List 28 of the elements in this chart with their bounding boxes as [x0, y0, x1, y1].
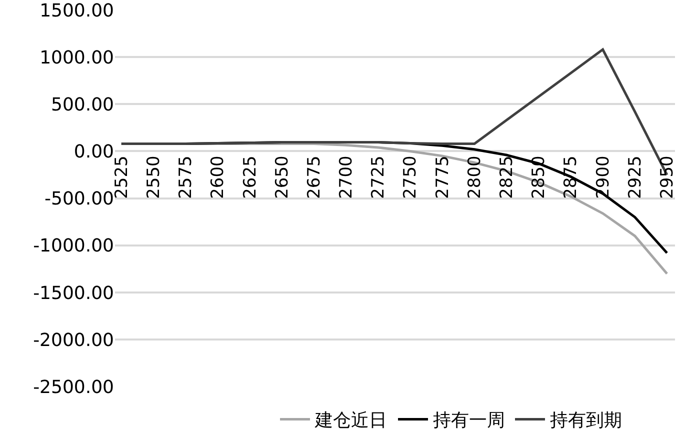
legend-label: 建仓近日 [314, 410, 387, 432]
y-tick-label: -500.00 [44, 188, 114, 210]
x-tick-label: 2600 [208, 156, 228, 199]
y-tick-label: -2000.00 [33, 330, 114, 351]
x-tick-label: 2950 [658, 156, 678, 199]
y-tick-label: -1000.00 [33, 236, 114, 257]
y-tick-label: -2500.00 [33, 376, 114, 398]
y-tick-label: 1000.00 [40, 47, 114, 68]
x-tick-label: 2650 [272, 156, 292, 199]
x-tick-label: 2725 [368, 156, 389, 199]
x-tick-label: 2825 [497, 156, 518, 199]
x-tick-label: 2750 [400, 156, 421, 199]
x-tick-label: 2700 [336, 156, 357, 199]
x-tick-label: 2525 [112, 156, 132, 199]
y-tick-label: -1500.00 [33, 282, 114, 304]
x-tick-label: 2575 [176, 156, 196, 199]
legend-label: 持有一周 [433, 410, 505, 432]
x-tick-label: 2625 [240, 156, 260, 199]
x-tick-label: 2775 [432, 156, 453, 199]
y-tick-label: 500.00 [51, 94, 114, 116]
x-tick-label: 2675 [304, 156, 324, 199]
legend-label: 持有到期 [550, 410, 622, 432]
y-tick-label: 1500.00 [40, 0, 114, 22]
x-tick-label: 2875 [561, 156, 582, 199]
y-tick-label: 0.00 [74, 142, 114, 163]
x-tick-label: 2550 [144, 156, 164, 199]
x-tick-label: 2800 [464, 156, 485, 199]
x-tick-label: 2925 [625, 156, 646, 199]
